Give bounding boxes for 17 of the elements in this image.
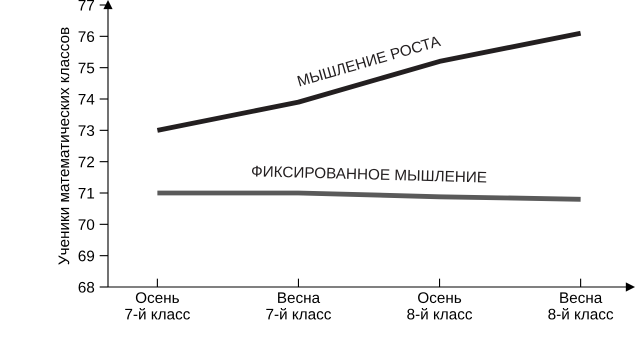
y-tick-label: 71 xyxy=(78,188,94,199)
line-series xyxy=(154,30,584,133)
series-label: ФИКСИРОВАННОЕ МЫШЛЕНИЕ xyxy=(252,166,486,183)
y-tick-label: 69 xyxy=(78,250,94,262)
y-tick-label: 68 xyxy=(78,282,94,293)
y-tick-label: 73 xyxy=(78,125,94,136)
x-tick-label: Весна 7-й класс xyxy=(266,292,332,320)
y-axis-title: Ученики математических классов xyxy=(58,28,70,265)
y-tick-label: 70 xyxy=(78,219,94,230)
y-tick-label: 74 xyxy=(78,94,94,105)
x-tick-label: Осень 8-й класс xyxy=(407,292,472,320)
y-tick-label: 76 xyxy=(78,31,94,42)
y-tick-label: 75 xyxy=(78,62,94,74)
x-tick-label: Весна 8-й класс xyxy=(548,292,614,320)
x-tick-label: Осень 7-й класс xyxy=(125,292,190,320)
y-tick-label: 77 xyxy=(78,0,94,11)
y-tick-label: 72 xyxy=(78,156,94,168)
